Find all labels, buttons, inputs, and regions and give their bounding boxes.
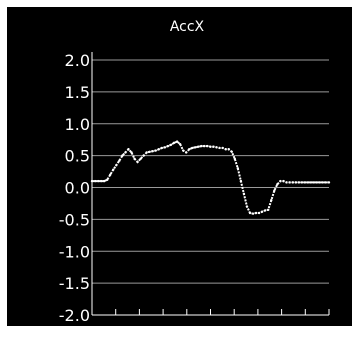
series-accx: [90, 140, 331, 215]
data-point: [267, 208, 270, 212]
data-point: [270, 199, 273, 202]
data-point: [245, 205, 249, 208]
data-point: [288, 181, 291, 184]
data-point: [260, 210, 264, 213]
y-tick-label: 0.5: [65, 147, 90, 166]
y-tick-label: -1.5: [59, 274, 90, 293]
data-point: [215, 146, 218, 149]
data-point: [175, 140, 179, 143]
data-point: [251, 212, 255, 215]
data-point: [90, 179, 94, 183]
data-point: [297, 181, 300, 184]
y-tick-label: -1.0: [59, 242, 90, 261]
data-point: [178, 142, 182, 146]
data-point: [282, 179, 285, 183]
data-point: [327, 181, 331, 184]
y-tick-label: 1.5: [65, 83, 90, 102]
data-point: [300, 181, 303, 184]
data-point: [200, 144, 203, 148]
data-point: [294, 181, 297, 184]
chart-title: AccX: [170, 19, 205, 35]
data-point: [160, 146, 164, 150]
data-point: [99, 179, 103, 183]
y-tick-label: 1.0: [65, 115, 90, 134]
data-point: [151, 149, 154, 153]
data-point: [166, 144, 170, 148]
data-point: [209, 145, 212, 148]
data-point: [312, 181, 316, 184]
y-tick-label: 0.0: [65, 179, 90, 198]
data-point: [102, 179, 106, 183]
grid-lines: [92, 59, 329, 284]
data-point: [157, 148, 161, 151]
data-point: [221, 146, 224, 150]
data-point: [194, 146, 197, 149]
data-point: [118, 159, 121, 162]
data-point: [112, 168, 115, 171]
data-point: [273, 189, 276, 192]
data-point: [324, 181, 328, 184]
data-point: [227, 148, 230, 151]
data-point: [124, 151, 127, 154]
data-point: [184, 151, 188, 154]
data-point: [276, 183, 279, 186]
data-point: [197, 145, 200, 148]
data-point: [218, 146, 221, 150]
acc-x-chart: AccX 2.0 1.5 1.0 0.5 0.0 -0.5 -1.0 -1.5 -2.0: [7, 7, 352, 326]
data-point: [142, 154, 145, 157]
data-point: [109, 173, 112, 176]
data-point: [145, 151, 148, 154]
data-point: [121, 154, 124, 157]
y-tick-label: -2.0: [59, 306, 90, 325]
data-point: [224, 148, 227, 151]
data-point: [248, 211, 252, 215]
data-point: [263, 209, 267, 212]
data-point: [254, 211, 258, 215]
data-point: [127, 148, 130, 151]
data-point: [130, 151, 133, 154]
data-point: [206, 144, 209, 148]
data-point: [239, 179, 243, 183]
y-tick-label: -0.5: [59, 210, 90, 229]
data-point: [303, 181, 306, 184]
data-point: [96, 179, 100, 183]
data-point: [181, 149, 185, 152]
y-tick-label: 2.0: [65, 51, 90, 70]
data-point: [291, 181, 294, 184]
data-point: [115, 163, 118, 167]
data-point: [203, 144, 206, 148]
data-point: [236, 167, 240, 170]
data-point: [105, 178, 109, 182]
y-tick-labels: 2.0 1.5 1.0 0.5 0.0 -0.5 -1.0 -1.5 -2.0: [59, 51, 90, 325]
data-point: [136, 160, 139, 164]
data-point: [318, 181, 322, 184]
data-point: [169, 143, 173, 146]
data-point: [93, 179, 97, 183]
data-point: [148, 150, 151, 153]
data-point: [154, 149, 158, 152]
data-point: [172, 141, 176, 145]
data-point: [315, 181, 319, 184]
data-point: [321, 181, 325, 184]
data-point: [306, 181, 309, 184]
data-point: [233, 157, 237, 161]
data-point: [279, 179, 282, 183]
x-ticks: [115, 309, 330, 315]
data-point: [257, 211, 261, 215]
data-point: [163, 146, 167, 149]
data-point: [188, 148, 191, 151]
data-point: [212, 145, 215, 148]
data-point: [191, 146, 194, 150]
data-point: [133, 157, 136, 161]
data-point: [309, 181, 312, 184]
data-point: [242, 192, 246, 196]
data-point: [230, 150, 233, 153]
data-point: [285, 181, 288, 184]
data-point: [139, 157, 142, 161]
chart-frame: AccX 2.0 1.5 1.0 0.5 0.0 -0.5 -1.0 -1.5 -2.0: [7, 7, 352, 326]
